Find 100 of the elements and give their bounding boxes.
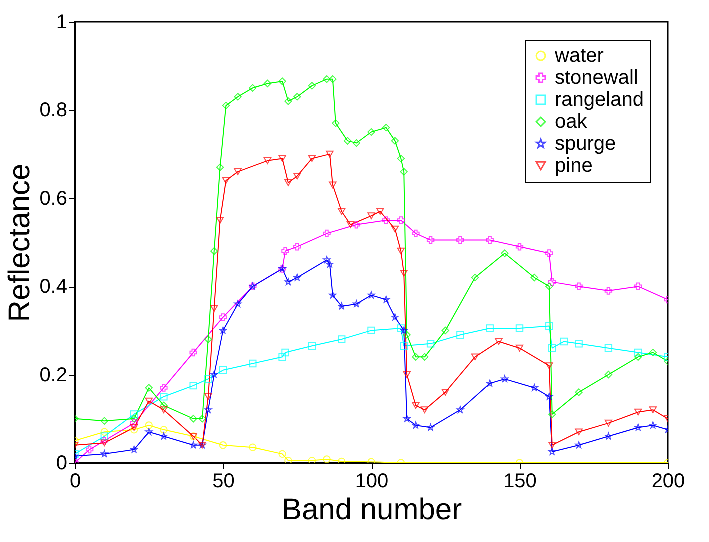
x-tick-label: 100 <box>355 470 389 492</box>
point <box>216 217 224 224</box>
point <box>264 80 272 88</box>
point <box>130 410 138 418</box>
point <box>649 406 658 414</box>
point <box>210 305 218 312</box>
y-tick-label: 0.2 <box>40 364 68 386</box>
point <box>604 420 613 427</box>
point <box>421 406 429 414</box>
point <box>560 338 568 346</box>
point <box>403 415 411 422</box>
point <box>282 348 290 357</box>
point <box>397 154 406 163</box>
point <box>546 250 554 258</box>
point <box>338 302 346 310</box>
point <box>575 388 583 396</box>
point <box>575 340 583 348</box>
point <box>234 300 242 308</box>
legend-label: water <box>554 45 604 67</box>
point <box>332 120 340 128</box>
point <box>530 384 538 392</box>
point <box>326 150 334 158</box>
point <box>382 124 390 132</box>
point <box>190 415 198 423</box>
point <box>308 342 316 350</box>
point <box>284 180 292 186</box>
point <box>501 250 509 258</box>
point <box>145 384 153 392</box>
point <box>495 338 503 346</box>
point <box>190 442 198 449</box>
point <box>649 348 658 357</box>
point <box>426 236 435 244</box>
point <box>234 93 242 101</box>
point <box>412 402 420 410</box>
point <box>219 366 228 374</box>
point <box>130 424 138 432</box>
point <box>100 417 109 425</box>
point <box>486 380 494 387</box>
point <box>294 243 302 251</box>
point <box>160 432 168 440</box>
point <box>308 82 316 90</box>
point <box>548 410 556 418</box>
point <box>421 353 429 362</box>
point <box>130 419 138 428</box>
point <box>284 456 292 463</box>
point <box>145 422 153 430</box>
point <box>575 282 583 290</box>
point <box>204 406 212 414</box>
legend-label: rangeland <box>555 89 644 111</box>
point <box>160 426 168 434</box>
point <box>604 370 613 379</box>
point <box>284 98 292 106</box>
point <box>329 182 337 189</box>
point <box>605 432 612 440</box>
point <box>456 236 464 244</box>
point <box>427 424 434 431</box>
point <box>546 282 554 290</box>
point <box>100 450 108 458</box>
point <box>294 172 302 180</box>
point <box>634 424 642 431</box>
point <box>100 428 109 436</box>
point <box>412 422 420 429</box>
point <box>391 137 400 145</box>
point <box>294 93 302 101</box>
point <box>338 208 346 216</box>
x-tick-label: 200 <box>652 470 686 492</box>
point <box>219 442 228 450</box>
point <box>352 221 361 229</box>
point <box>130 446 138 453</box>
point <box>323 75 331 84</box>
point <box>352 139 361 148</box>
point <box>368 128 376 136</box>
point <box>486 236 494 244</box>
point <box>412 230 420 238</box>
point <box>294 274 302 281</box>
point <box>575 428 583 436</box>
x-tick-label: 50 <box>212 470 235 492</box>
point <box>329 292 337 299</box>
legend-label: stonewall <box>555 67 638 89</box>
point <box>198 415 206 423</box>
point <box>516 344 524 352</box>
point <box>400 168 408 176</box>
x-tick-label: 150 <box>504 470 537 492</box>
point <box>222 177 230 184</box>
point <box>234 168 242 176</box>
point <box>308 456 316 463</box>
point <box>326 260 334 268</box>
y-axis-title: Reflectance <box>4 164 37 322</box>
point <box>634 408 642 416</box>
point <box>412 353 420 362</box>
point <box>368 292 376 299</box>
point <box>382 216 390 224</box>
point <box>397 248 406 255</box>
point <box>130 415 138 423</box>
point <box>190 348 198 357</box>
y-tick-label: 1 <box>56 12 68 34</box>
point <box>219 314 228 322</box>
point <box>400 342 408 350</box>
legend-label: oak <box>555 111 588 133</box>
point <box>368 326 376 335</box>
